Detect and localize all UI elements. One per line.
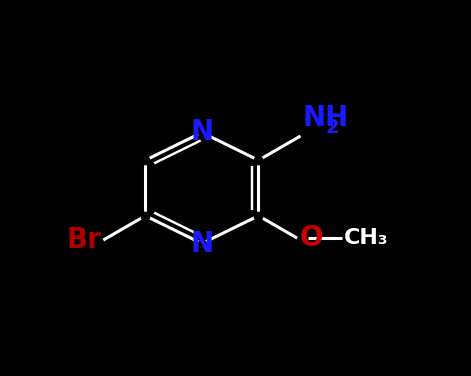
Text: NH: NH bbox=[302, 104, 349, 132]
Text: N: N bbox=[190, 229, 213, 258]
Text: O: O bbox=[299, 224, 323, 252]
Text: Br: Br bbox=[66, 226, 101, 254]
Text: 2: 2 bbox=[325, 118, 339, 137]
Text: CH₃: CH₃ bbox=[343, 228, 388, 248]
Text: N: N bbox=[190, 118, 213, 147]
